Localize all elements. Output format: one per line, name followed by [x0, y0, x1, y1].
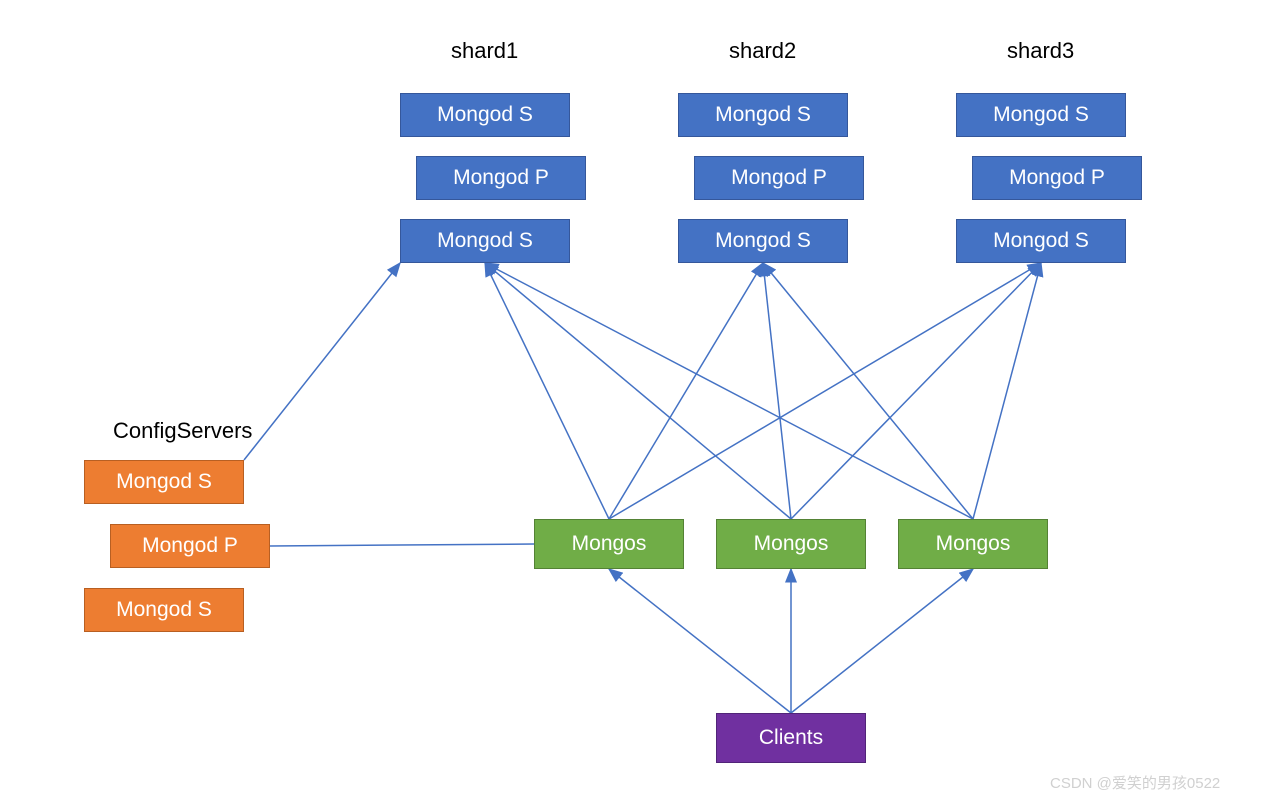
node-m1: Mongos [534, 519, 684, 569]
node-s2c: Mongod S [678, 219, 848, 263]
node-cl: Clients [716, 713, 866, 763]
node-s1b: Mongod P [416, 156, 586, 200]
node-cfg3: Mongod S [84, 588, 244, 632]
node-s3c: Mongod S [956, 219, 1126, 263]
edge-cfg2-m1 [270, 544, 534, 546]
node-m3: Mongos [898, 519, 1048, 569]
node-s3b: Mongod P [972, 156, 1142, 200]
label-shard1: shard1 [451, 38, 518, 64]
edge-m3-s3c [973, 263, 1041, 519]
label-shard3: shard3 [1007, 38, 1074, 64]
node-s1a: Mongod S [400, 93, 570, 137]
edge-m3-s2c [763, 263, 973, 519]
edge-m2-s3c [791, 263, 1041, 519]
node-s2a: Mongod S [678, 93, 848, 137]
node-cfg2: Mongod P [110, 524, 270, 568]
node-s1c: Mongod S [400, 219, 570, 263]
edge-m2-s2c [763, 263, 791, 519]
edge-m1-s2c [609, 263, 763, 519]
edge-m2-s1c [485, 263, 791, 519]
node-s3a: Mongod S [956, 93, 1126, 137]
edge-cl-m3 [791, 569, 973, 713]
edge-m1-s1c [485, 263, 609, 519]
watermark: CSDN @爱笑的男孩0522 [1050, 772, 1220, 793]
node-s2b: Mongod P [694, 156, 864, 200]
edge-cfg1-s1c [244, 263, 400, 460]
node-cfg1: Mongod S [84, 460, 244, 504]
edge-m1-s3c [609, 263, 1041, 519]
label-shard2: shard2 [729, 38, 796, 64]
label-config: ConfigServers [113, 418, 252, 444]
edge-m3-s1c [485, 263, 973, 519]
edge-cl-m1 [609, 569, 791, 713]
node-m2: Mongos [716, 519, 866, 569]
